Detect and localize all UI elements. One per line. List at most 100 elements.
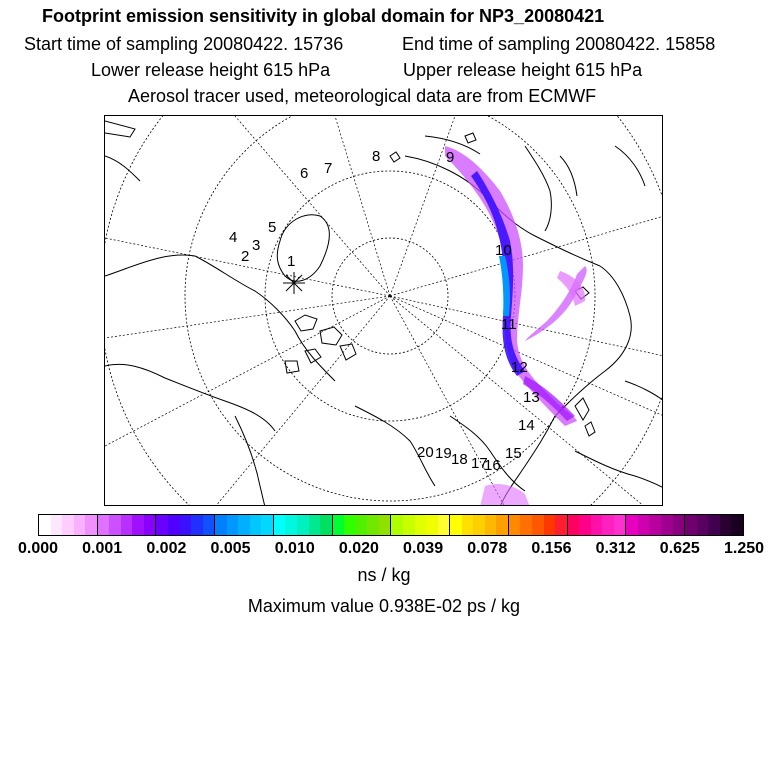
colorbar-cell: [249, 515, 262, 535]
tracer-info-label: Aerosol tracer used, meteorological data…: [128, 86, 597, 106]
colorbar-cell: [308, 515, 321, 535]
colorbar-tick-label: 0.010: [274, 540, 315, 557]
colorbar-tick-label: 0.312: [595, 540, 636, 557]
colorbar-tick-label: 0.001: [82, 540, 123, 557]
colorbar-cell: [355, 515, 368, 535]
colorbar-tick-labels: 0.000 0.001 0.002 0.005 0.010 0.020 0.039 0.078…: [0, 540, 768, 560]
trajectory-label-20: 20: [417, 444, 434, 461]
maximum-value-label: Maximum value 0.938E-02 ps / kg: [247, 596, 521, 616]
trajectory-label-1: 1: [287, 253, 295, 270]
colorbar-cell: [85, 515, 98, 535]
colorbar-cell: [685, 515, 697, 535]
lower-release-height-label: Lower release height 615 hPa: [91, 60, 331, 80]
meridian-lines: [105, 116, 662, 505]
colorbar: [38, 514, 744, 536]
colorbar-cell: [461, 515, 474, 535]
colorbar-tick-label: 0.039: [403, 540, 444, 557]
colorbar-cell: [402, 515, 415, 535]
colorbar-cell: [378, 515, 392, 535]
colorbar-cell: [332, 515, 345, 535]
colorbar-cell: [508, 515, 521, 535]
colorbar-cell: [367, 515, 379, 535]
colorbar-cell: [696, 515, 709, 535]
trajectory-label-8: 8: [372, 148, 380, 165]
colorbar-cell: [168, 515, 180, 535]
release-point-star: [283, 272, 305, 294]
plot-title: Footprint emission sensitivity in global…: [42, 6, 605, 26]
colorbar-cell: [391, 515, 403, 535]
colorbar-cell: [179, 515, 192, 535]
colorbar-cell: [73, 515, 86, 535]
colorbar-cell: [285, 515, 298, 535]
trajectory-label-9: 9: [446, 149, 454, 166]
colorbar-cell: [297, 515, 309, 535]
colorbar-cell: [708, 515, 720, 535]
colorbar-cell: [484, 515, 497, 535]
colorbar-tick-label: 0.625: [659, 540, 700, 557]
colorbar-cell: [97, 515, 110, 535]
colorbar-cell: [426, 515, 438, 535]
trajectory-label-3: 3: [252, 237, 260, 254]
end-time-label: End time of sampling 20080422. 15858: [402, 34, 716, 54]
colorbar-cell: [215, 515, 227, 535]
colorbar-cell: [520, 515, 532, 535]
colorbar-cell: [473, 515, 485, 535]
colorbar-cell: [450, 515, 462, 535]
colorbar-cell: [238, 515, 250, 535]
colorbar-cell: [719, 515, 732, 535]
trajectory-label-16: 16: [484, 457, 501, 474]
colorbar-cell: [344, 515, 356, 535]
coastlines: [105, 120, 662, 505]
colorbar-cell: [626, 515, 638, 535]
colorbar-cell: [414, 515, 427, 535]
colorbar-cell: [543, 515, 556, 535]
colorbar-tick-label: 0.005: [210, 540, 251, 557]
start-time-label: Start time of sampling 20080422. 15736: [24, 34, 344, 54]
colorbar-cell: [437, 515, 451, 535]
colorbar-cell: [261, 515, 274, 535]
colorbar-tick-label: 0.002: [146, 540, 187, 557]
trajectory-label-13: 13: [523, 389, 540, 406]
colorbar-cell: [143, 515, 157, 535]
colorbar-unit-label: ns / kg: [357, 565, 411, 585]
trajectory-label-7: 7: [324, 160, 332, 177]
colorbar-cell: [531, 515, 544, 535]
colorbar-cell: [191, 515, 203, 535]
colorbar-cell: [590, 515, 603, 535]
colorbar-cell: [273, 515, 286, 535]
trajectory-label-19: 19: [435, 445, 452, 462]
trajectory-labels: 1 2 3 4 5 6 7 8 9 10 11 12 13 14 15 16 1…: [229, 148, 540, 474]
colorbar-cell: [567, 515, 580, 535]
colorbar-cell: [132, 515, 144, 535]
colorbar-cell: [62, 515, 74, 535]
colorbar-tick-label: 0.078: [467, 540, 508, 557]
trajectory-label-2: 2: [241, 248, 249, 265]
colorbar-cell: [226, 515, 239, 535]
trajectory-label-12: 12: [511, 359, 528, 376]
trajectory-label-11: 11: [501, 316, 517, 333]
colorbar-cell: [156, 515, 169, 535]
colorbar-tick-label: 0.156: [531, 540, 572, 557]
trajectory-label-5: 5: [268, 219, 276, 236]
colorbar-cell: [672, 515, 686, 535]
latitude-circles: [105, 116, 662, 505]
trajectory-label-4: 4: [229, 229, 237, 246]
colorbar-cell: [649, 515, 661, 535]
colorbar-cell: [555, 515, 568, 535]
trajectory-label-6: 6: [300, 165, 308, 182]
colorbar-cell: [579, 515, 591, 535]
trajectory-label-10: 10: [495, 242, 512, 259]
colorbar-cell: [320, 515, 333, 535]
colorbar-cell: [202, 515, 216, 535]
colorbar-cell: [613, 515, 627, 535]
trajectory-label-17: 17: [471, 455, 488, 472]
colorbar-cell: [120, 515, 133, 535]
colorbar-tick-label: 1.250: [723, 540, 765, 557]
colorbar-cell: [660, 515, 673, 535]
trajectory-label-18: 18: [451, 451, 468, 468]
map-panel: 1 2 3 4 5 6 7 8 9 10 11 12 13 14 15 16 1…: [104, 115, 663, 506]
colorbar-cell: [496, 515, 509, 535]
trajectory-label-14: 14: [518, 417, 535, 434]
emission-sensitivity-plume: [445, 146, 587, 505]
colorbar-cell: [39, 515, 51, 535]
